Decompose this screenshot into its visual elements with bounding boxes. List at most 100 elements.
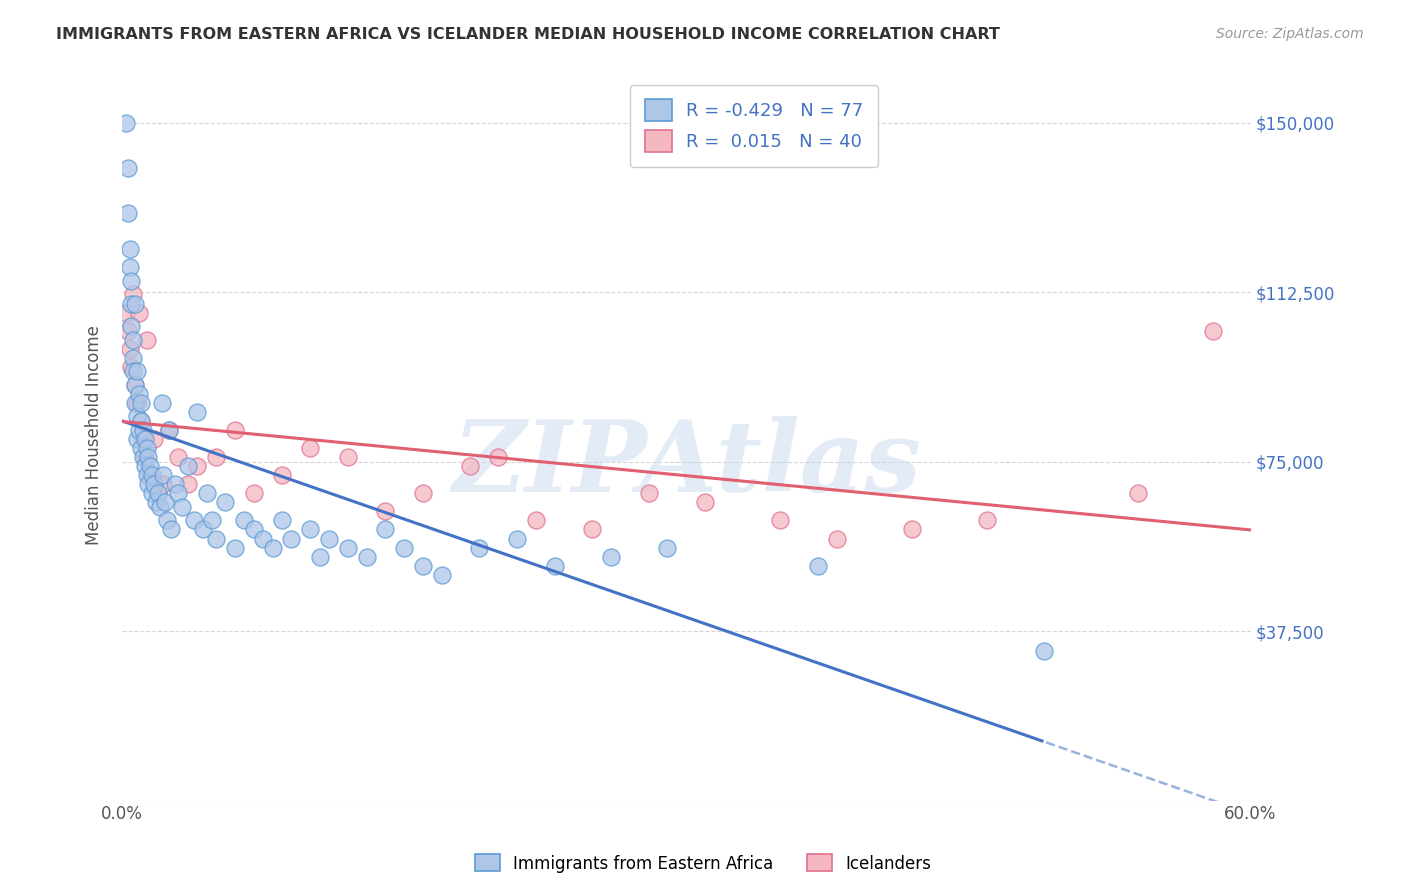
Point bbox=[124, 377, 146, 392]
Point bbox=[336, 450, 359, 465]
Point bbox=[205, 450, 228, 465]
Legend: R = -0.429   N = 77, R =  0.015   N = 40: R = -0.429 N = 77, R = 0.015 N = 40 bbox=[630, 85, 877, 167]
Point bbox=[195, 486, 218, 500]
Point bbox=[177, 459, 200, 474]
Point bbox=[155, 495, 177, 509]
Point bbox=[145, 495, 167, 509]
Point bbox=[135, 441, 157, 455]
Point bbox=[127, 432, 149, 446]
Point bbox=[468, 541, 491, 555]
Point bbox=[412, 558, 434, 573]
Point bbox=[117, 161, 139, 175]
Point bbox=[141, 486, 163, 500]
Point bbox=[135, 468, 157, 483]
Point bbox=[141, 468, 163, 483]
Point bbox=[146, 486, 169, 500]
Point bbox=[118, 342, 141, 356]
Point bbox=[412, 486, 434, 500]
Point bbox=[637, 486, 659, 500]
Point bbox=[224, 541, 246, 555]
Point bbox=[1202, 324, 1225, 338]
Point bbox=[157, 423, 180, 437]
Point bbox=[163, 477, 186, 491]
Point bbox=[191, 523, 214, 537]
Point bbox=[271, 513, 294, 527]
Point bbox=[581, 523, 603, 537]
Point bbox=[128, 387, 150, 401]
Point bbox=[336, 541, 359, 555]
Point bbox=[271, 468, 294, 483]
Point bbox=[825, 532, 848, 546]
Point bbox=[122, 333, 145, 347]
Point bbox=[167, 486, 190, 500]
Point bbox=[114, 116, 136, 130]
Point bbox=[128, 423, 150, 437]
Point bbox=[318, 532, 340, 546]
Point bbox=[122, 364, 145, 378]
Point bbox=[769, 513, 792, 527]
Point bbox=[139, 468, 162, 483]
Point bbox=[600, 549, 623, 564]
Point bbox=[134, 459, 156, 474]
Point bbox=[129, 396, 152, 410]
Point bbox=[156, 513, 179, 527]
Point bbox=[138, 477, 160, 491]
Point bbox=[117, 324, 139, 338]
Point bbox=[129, 414, 152, 428]
Point bbox=[172, 500, 194, 514]
Y-axis label: Median Household Income: Median Household Income bbox=[86, 325, 103, 544]
Point bbox=[976, 513, 998, 527]
Point bbox=[157, 423, 180, 437]
Point bbox=[132, 450, 155, 465]
Point bbox=[308, 549, 330, 564]
Point bbox=[132, 432, 155, 446]
Point bbox=[118, 260, 141, 275]
Point bbox=[486, 450, 509, 465]
Point bbox=[186, 459, 208, 474]
Point bbox=[214, 495, 236, 509]
Point bbox=[242, 486, 264, 500]
Text: Source: ZipAtlas.com: Source: ZipAtlas.com bbox=[1216, 27, 1364, 41]
Point bbox=[392, 541, 415, 555]
Point bbox=[201, 513, 224, 527]
Point bbox=[693, 495, 716, 509]
Point bbox=[901, 523, 924, 537]
Point bbox=[128, 305, 150, 319]
Point bbox=[124, 296, 146, 310]
Point bbox=[152, 477, 174, 491]
Point bbox=[506, 532, 529, 546]
Point bbox=[183, 513, 205, 527]
Point bbox=[127, 409, 149, 424]
Point bbox=[186, 405, 208, 419]
Point bbox=[374, 523, 396, 537]
Point bbox=[129, 441, 152, 455]
Point bbox=[150, 396, 173, 410]
Point bbox=[430, 567, 453, 582]
Text: IMMIGRANTS FROM EASTERN AFRICA VS ICELANDER MEDIAN HOUSEHOLD INCOME CORRELATION : IMMIGRANTS FROM EASTERN AFRICA VS ICELAN… bbox=[56, 27, 1000, 42]
Point bbox=[127, 364, 149, 378]
Point bbox=[242, 523, 264, 537]
Point bbox=[135, 333, 157, 347]
Point bbox=[134, 432, 156, 446]
Point bbox=[152, 468, 174, 483]
Point bbox=[543, 558, 565, 573]
Point bbox=[122, 351, 145, 365]
Point bbox=[1126, 486, 1149, 500]
Point bbox=[252, 532, 274, 546]
Point bbox=[143, 477, 166, 491]
Point bbox=[1032, 644, 1054, 658]
Point bbox=[657, 541, 679, 555]
Point bbox=[114, 305, 136, 319]
Point bbox=[167, 450, 190, 465]
Point bbox=[129, 414, 152, 428]
Point bbox=[120, 296, 142, 310]
Point bbox=[122, 287, 145, 301]
Point bbox=[374, 504, 396, 518]
Point bbox=[139, 459, 162, 474]
Point bbox=[177, 477, 200, 491]
Point bbox=[807, 558, 830, 573]
Point bbox=[120, 359, 142, 374]
Point bbox=[146, 486, 169, 500]
Legend: Immigrants from Eastern Africa, Icelanders: Immigrants from Eastern Africa, Icelande… bbox=[468, 847, 938, 880]
Point bbox=[149, 500, 172, 514]
